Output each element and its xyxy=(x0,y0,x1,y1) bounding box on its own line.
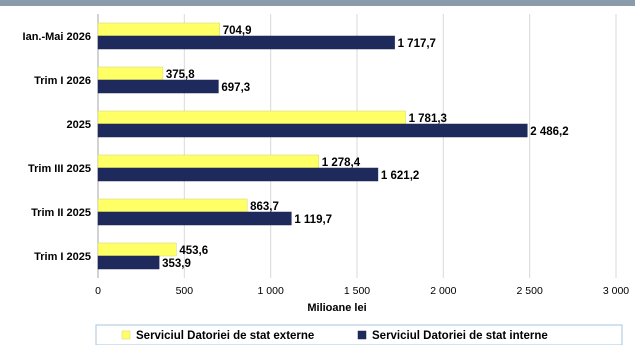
bar-interne xyxy=(97,211,292,226)
bar-externe xyxy=(97,22,220,37)
data-label: 704,9 xyxy=(223,25,252,37)
data-label: 1 119,7 xyxy=(294,214,332,226)
x-tick-labels: 0 500 1 000 1 500 2 000 2 500 3 000 xyxy=(95,285,629,297)
data-label: 375,8 xyxy=(166,69,195,81)
gridlines xyxy=(97,14,617,278)
data-label: 2 486,2 xyxy=(530,126,568,138)
bar-interne xyxy=(97,255,160,270)
bar-interne xyxy=(97,79,219,94)
bar-interne xyxy=(97,167,379,182)
bar-externe xyxy=(97,242,177,257)
bar-externe xyxy=(97,110,406,125)
bar-externe xyxy=(97,66,164,81)
category-labels: Ian.-Mai 2026 Trim I 2026 2025 Trim III 202… xyxy=(23,31,91,263)
x-tick-label: 500 xyxy=(176,285,194,297)
x-tick-label: 1 500 xyxy=(344,285,370,297)
legend: Serviciul Datoriei de stat externe Servic… xyxy=(95,324,623,345)
category-label: Trim III 2025 xyxy=(28,163,91,175)
bar-externe xyxy=(97,198,248,213)
legend-swatch xyxy=(121,330,131,340)
bar-interne xyxy=(97,35,395,50)
x-tick-label: 0 xyxy=(95,285,101,297)
top-band xyxy=(0,0,635,6)
x-tick-label: 2 500 xyxy=(517,285,543,297)
x-tick-label: 2 000 xyxy=(430,285,456,297)
x-tick-label: 3 000 xyxy=(603,285,629,297)
data-label: 353,9 xyxy=(162,258,191,270)
data-label: 1 717,7 xyxy=(398,38,436,50)
x-tick-label: 1 000 xyxy=(258,285,284,297)
category-label: Trim II 2025 xyxy=(31,207,91,219)
legend-label: Serviciul Datoriei de stat interne xyxy=(372,330,548,342)
x-axis-title: Milioane lei xyxy=(307,302,366,314)
data-label: 1 781,3 xyxy=(409,113,447,125)
data-label: 697,3 xyxy=(221,82,250,94)
bar-externe xyxy=(97,154,319,169)
data-label: 1 621,2 xyxy=(381,170,419,182)
legend-label: Serviciul Datoriei de stat externe xyxy=(136,330,314,342)
category-label: 2025 xyxy=(67,119,91,131)
category-label: Trim I 2026 xyxy=(34,75,91,87)
data-label: 453,6 xyxy=(179,245,208,257)
data-label: 863,7 xyxy=(250,201,279,213)
data-label: 1 278,4 xyxy=(322,157,361,169)
bars: 704,9 1 717,7 375,8 697,3 1 781,3 2 486,2 1 27… xyxy=(97,22,569,270)
legend-swatch xyxy=(357,330,367,340)
category-label: Trim I 2025 xyxy=(34,251,91,263)
category-label: Ian.-Mai 2026 xyxy=(23,31,91,43)
bar-interne xyxy=(97,123,528,138)
